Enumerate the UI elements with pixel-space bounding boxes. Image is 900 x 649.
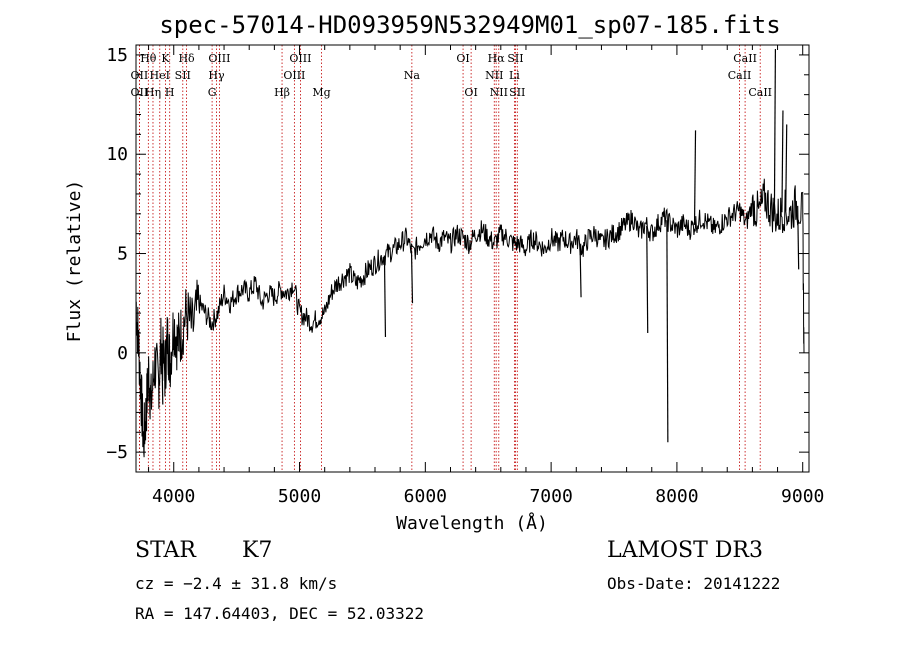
- line-label: NII: [490, 86, 508, 99]
- line-label: OIII: [208, 52, 230, 65]
- line-label: SII: [509, 86, 525, 99]
- line-label: Hβ: [274, 86, 290, 99]
- x-axis-ticks: 4000 5000 6000 7000 8000 9000: [148, 45, 824, 507]
- y-tick-label: 5: [117, 244, 128, 265]
- flux-spike: [785, 124, 788, 212]
- line-label: Hα: [488, 52, 506, 65]
- flux-spike: [797, 205, 800, 270]
- object-type: STAR: [135, 538, 196, 563]
- y-axis-ticks: −5 0 5 10 15: [106, 45, 809, 473]
- line-label: OII: [131, 69, 149, 82]
- flux-spike: [410, 250, 414, 304]
- line-label: Hδ: [178, 52, 195, 65]
- line-label: OIII: [289, 52, 311, 65]
- spectral-subclass: K7: [242, 538, 273, 563]
- flux-spike: [693, 130, 697, 225]
- line-label: OII: [131, 86, 149, 99]
- x-tick-label: 5000: [278, 486, 321, 507]
- line-label: CaII: [748, 86, 772, 99]
- line-label: Na: [404, 69, 421, 82]
- flux-spikes: [161, 48, 800, 443]
- x-tick-label: 8000: [655, 486, 698, 507]
- flux-spike: [781, 110, 784, 213]
- line-label: Hθ: [140, 52, 157, 65]
- line-label: CaII: [733, 52, 757, 65]
- y-axis-label: Flux (relative): [64, 180, 85, 343]
- line-label: Hγ: [208, 69, 225, 82]
- line-label: SII: [175, 69, 191, 82]
- line-label: NII: [485, 69, 503, 82]
- obs-date: Obs-Date: 20141222: [607, 574, 781, 593]
- line-label: Mg: [312, 86, 330, 99]
- survey-name: LAMOST DR3: [607, 538, 763, 563]
- line-label: Hη: [145, 86, 161, 99]
- flux-spike: [666, 220, 669, 443]
- x-tick-label: 6000: [404, 486, 447, 507]
- flux-spike: [773, 48, 777, 214]
- flux-spike: [161, 347, 164, 405]
- line-label: OIII: [283, 69, 305, 82]
- line-label: SII: [507, 52, 523, 65]
- x-axis-label: Wavelength (Å): [396, 512, 548, 534]
- line-label: H: [165, 86, 175, 99]
- x-tick-label: 9000: [781, 486, 824, 507]
- flux-series-line: [135, 178, 805, 458]
- coordinates: RA = 147.64403, DEC = 52.03322: [135, 604, 424, 623]
- y-tick-label: 0: [117, 343, 128, 364]
- line-label: HeI: [150, 69, 170, 82]
- flux-spike: [383, 255, 387, 337]
- x-tick-label: 4000: [152, 486, 195, 507]
- y-tick-label: 15: [106, 45, 128, 66]
- flux-spike: [646, 225, 649, 333]
- line-label: Li: [509, 69, 520, 82]
- chart-title: spec-57014-HD093959N532949M01_sp07-185.f…: [159, 11, 780, 39]
- line-label: G: [208, 86, 217, 99]
- line-label: OI: [464, 86, 477, 99]
- line-label: CaII: [728, 69, 752, 82]
- redshift-cz: cz = −2.4 ± 31.8 km/s: [135, 574, 338, 593]
- y-tick-label: 10: [106, 144, 128, 165]
- x-tick-label: 7000: [529, 486, 572, 507]
- y-tick-label: −5: [106, 442, 128, 463]
- line-label: OI: [456, 52, 469, 65]
- flux-spike: [579, 244, 582, 298]
- plot-frame: [135, 44, 810, 473]
- line-label: K: [161, 52, 170, 65]
